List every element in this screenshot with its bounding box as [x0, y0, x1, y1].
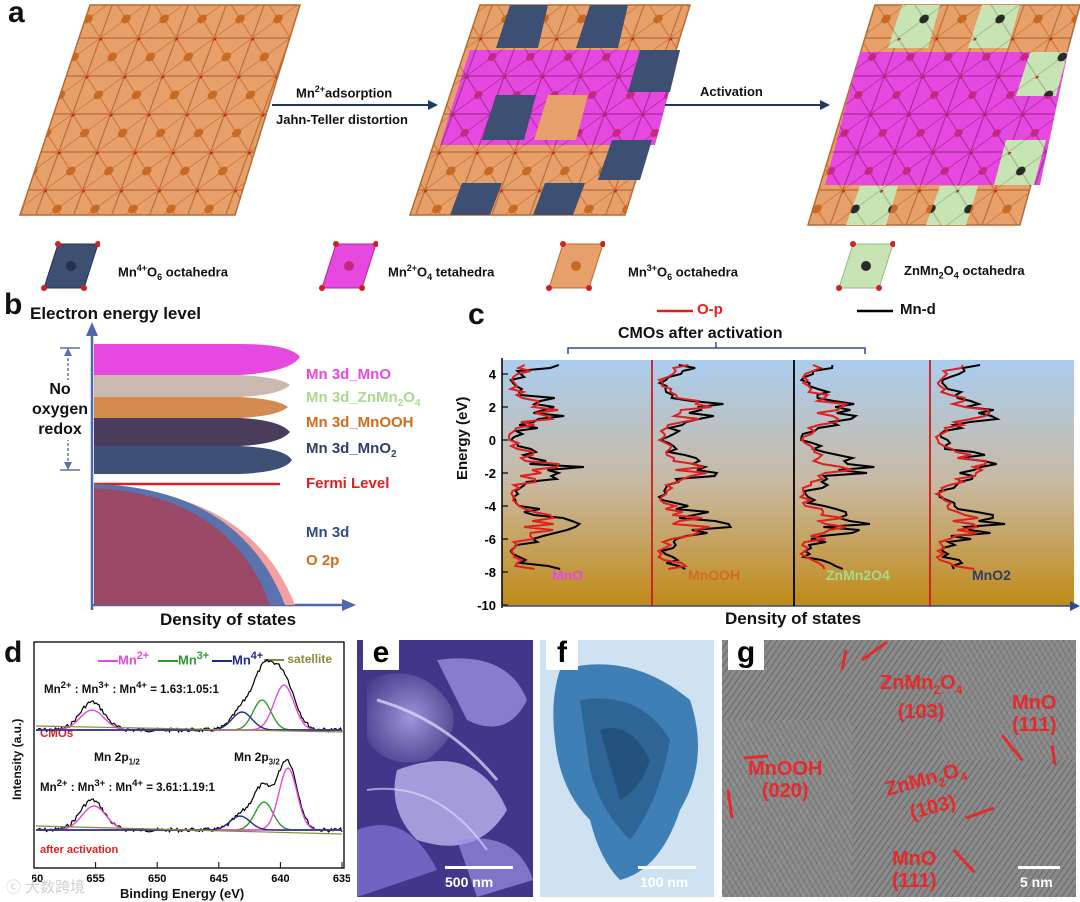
legend-swatch-mn3	[546, 241, 605, 291]
panel-g-hrtem-image: g ZnMn2O4 (103) MnO (111) MnOOH (020) ZnMn2…	[722, 640, 1076, 897]
g-label-mno-top: MnO (111)	[1012, 692, 1057, 736]
b-level-mnooh: Mn 3d_MnOOH	[306, 414, 414, 431]
arrow2-label: Activation	[700, 84, 763, 99]
c-material-label: MnO2	[972, 567, 1011, 583]
c-bracket-title: CMOs after activation	[618, 325, 783, 342]
f-scale-bar	[638, 866, 696, 869]
structure-distorted	[408, 4, 692, 216]
c-ytick-label: 2	[489, 400, 496, 415]
d-legend-mn2: Mn2+	[98, 650, 149, 667]
panel-e-sem-image: e 500 nm	[357, 640, 533, 897]
b-mn3d: Mn 3d	[306, 524, 350, 541]
c-dos-curve	[798, 364, 853, 570]
d-ratio-top: Mn2+ : Mn3+ : Mn4+ = 1.63:1.05:1	[44, 680, 219, 696]
d-xlabel: Binding Energy (eV)	[120, 886, 245, 901]
c-ytick-label: 0	[489, 433, 496, 448]
d-peak1: Mn 2p1/2	[94, 750, 140, 767]
panel-d-xps: 660 655 650 645 640 635	[32, 641, 350, 885]
panel-label-b: b	[4, 288, 23, 321]
legend-znmn2o4-label: ZnMn2O4 octahedra	[904, 263, 1025, 281]
b-level-mno2: Mn 3d_MnO2	[306, 440, 397, 460]
d-xtick-label: 640	[271, 873, 289, 885]
d-fit-curve	[36, 684, 342, 731]
d-fit-curve	[36, 767, 342, 831]
c-material-label: ZnMn2O4	[826, 567, 890, 583]
c-material-label: MnO	[552, 567, 583, 583]
d-legend-satellite: satellite	[264, 652, 332, 666]
structure-initial	[18, 4, 302, 216]
c-dos-curve	[933, 364, 991, 570]
e-scale-label: 500 nm	[445, 874, 494, 890]
g-label-mno-bottom: MnO (111)	[892, 848, 937, 892]
structure-activated	[806, 4, 1080, 226]
b-o2p: O 2p	[306, 552, 340, 569]
watermark: ⓒ 大数跨境	[6, 879, 86, 896]
b-xlabel: Density of states	[160, 610, 297, 629]
arrow1-label-top: Mn2+adsorption	[296, 84, 393, 101]
d-ylabel: Intensity (a.u.)	[10, 718, 24, 800]
c-legend-mnd: Mn-d	[900, 301, 936, 318]
d-fit-curve	[36, 711, 342, 731]
panel-label-f: f	[546, 640, 578, 670]
arrow1-label-bottom: Jahn-Teller distortion	[276, 112, 408, 127]
legend-mn2-label: Mn2+O4 tetahedra	[388, 263, 495, 282]
panel-b-diagram	[60, 322, 356, 611]
c-xlabel: Density of states	[725, 609, 862, 628]
legend-swatch-mn2	[319, 241, 378, 291]
c-ytick-label: -6	[484, 532, 496, 547]
d-cmos: CMOs	[40, 728, 74, 740]
c-ytick-label: -10	[477, 598, 496, 613]
legend-mn3-label: Mn3+O6 octahedra	[628, 263, 738, 282]
d-after: after activation	[40, 844, 119, 856]
b-ylabel: Electron energy level	[30, 304, 202, 323]
d-fit-curve	[36, 815, 342, 831]
e-scale-bar	[445, 866, 513, 869]
d-xtick-label: 660	[32, 873, 43, 885]
b-level-znmn2o4: Mn 3d_ZnMn2O4	[306, 389, 421, 409]
d-xtick-label: 655	[86, 873, 104, 885]
d-xtick-label: 650	[148, 873, 166, 885]
d-baseline	[35, 825, 343, 835]
panel-c-chart: 4 2 0 -2 -4 -6 -8 -10 MnO MnOOH ZnMn2O4 MnO2	[477, 342, 1080, 613]
d-xtick-label: 635	[333, 873, 350, 885]
c-dos-curve	[656, 364, 712, 570]
c-ytick-label: 4	[489, 367, 497, 382]
d-legend-mn4: Mn4+	[212, 650, 263, 667]
b-level-mno: Mn 3d_MnO	[306, 366, 391, 383]
c-dos-curve	[507, 364, 560, 570]
c-ytick-label: -4	[484, 499, 496, 514]
legend-mn4-label: Mn4+O6 octahedra	[118, 263, 228, 282]
d-ratio-bottom: Mn2+ : Mn3+ : Mn4+ = 3.61:1.19:1	[40, 778, 215, 794]
panel-label-a: a	[8, 0, 25, 29]
g-scale-bar	[1018, 866, 1060, 869]
c-dos-curve	[509, 364, 584, 570]
f-scale-label: 100 nm	[640, 874, 689, 890]
c-legend-mnd-line	[857, 309, 893, 313]
panel-label-e: e	[363, 640, 399, 670]
panel-label-d: d	[4, 636, 23, 669]
legend-swatch-mn4	[41, 241, 100, 291]
panel-a-structures	[18, 4, 1080, 226]
c-ytick-label: -8	[484, 565, 496, 580]
b-fermi: Fermi Level	[306, 475, 390, 492]
c-ytick-label: -2	[484, 466, 496, 481]
d-raw-spectrum	[35, 758, 343, 834]
panel-label-c: c	[468, 298, 485, 331]
c-material-label: MnOOH	[688, 567, 740, 583]
b-bracket-label: No oxygen redox	[30, 380, 90, 440]
c-legend-op-line	[657, 309, 693, 313]
panel-f-tem-image: f 100 nm	[540, 640, 714, 897]
d-xtick-label: 645	[210, 873, 228, 885]
g-label-mnooh: MnOOH (020)	[748, 758, 823, 802]
legend-swatch-znmn2o4	[836, 241, 895, 291]
g-scale-label: 5 nm	[1020, 874, 1053, 890]
d-baseline	[35, 725, 343, 733]
c-legend-op: O-p	[697, 301, 723, 318]
d-raw-spectrum	[35, 658, 343, 734]
g-label-znmn2o4-top: ZnMn2O4 (103)	[880, 672, 963, 723]
d-legend-mn3: Mn3+	[158, 650, 209, 667]
d-peak2: Mn 2p3/2	[234, 750, 280, 767]
panel-label-g: g	[728, 640, 764, 670]
